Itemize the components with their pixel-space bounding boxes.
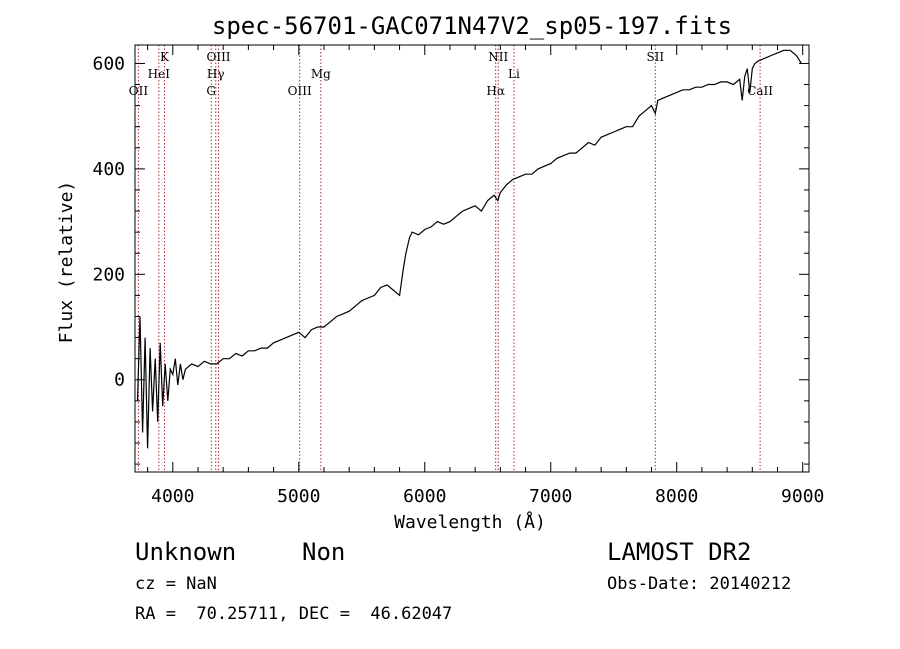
x-tick-label: 8000 [655, 486, 698, 507]
x-tick-label: 4000 [151, 486, 194, 507]
axis-ticks: 4000 5000 6000 7000 8000 9000 0 200 400 600 [92, 45, 824, 507]
x-tick-label: 7000 [529, 486, 572, 507]
y-tick-label: 0 [114, 370, 125, 391]
y-axis-label: Flux (relative) [56, 181, 77, 344]
spectral-line-label-2: K [160, 50, 170, 64]
survey-name: LAMOST DR2 [607, 538, 752, 566]
spectral-line-label-12: CaII [747, 84, 773, 98]
observation-date: Obs-Date: 20140212 [607, 574, 792, 594]
x-tick-label: 9000 [781, 486, 824, 507]
x-tick-label: 6000 [403, 486, 446, 507]
redshift-cz: cz = NaN [135, 574, 217, 594]
spectral-line-label-8: Hα [486, 84, 505, 98]
object-subclass: Non [302, 538, 346, 566]
spectral-line-label-0: OII [129, 84, 149, 98]
y-tick-label: 200 [92, 264, 125, 285]
spectral-line-label-3: G [206, 84, 216, 98]
y-tick-label: 400 [92, 159, 125, 180]
plot-frame [134, 44, 810, 473]
spectral-line-label-5: OIII [206, 50, 230, 64]
spectral-line-label-4: Hγ [207, 67, 225, 81]
spectral-line-label-9: NII [488, 50, 508, 64]
y-tick-label: 600 [92, 53, 125, 74]
x-axis-label: Wavelength (Å) [394, 511, 546, 533]
object-class: Unknown [135, 538, 237, 566]
spectrum-line [136, 49, 802, 449]
spectral-line-label-1: HeI [148, 67, 171, 81]
coordinates: RA = 70.25711, DEC = 46.62047 [135, 604, 453, 624]
x-tick-label: 5000 [277, 486, 320, 507]
spectral-line-label-11: SII [646, 50, 664, 64]
spectral-line-label-6: OIII [288, 84, 312, 98]
spectral-line-label-10: Li [508, 67, 520, 81]
chart-title: spec-56701-GAC071N47V2_sp05-197.fits [212, 12, 732, 40]
spectral-line-label-7: Mg [311, 67, 331, 81]
